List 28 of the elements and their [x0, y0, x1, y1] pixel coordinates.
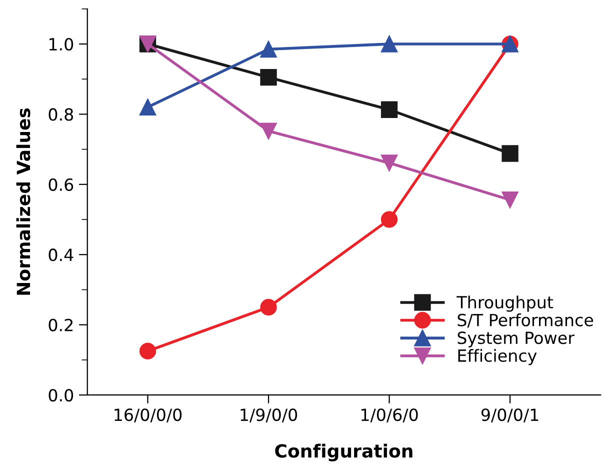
legend-label: S/T Performance	[458, 313, 594, 328]
y-tick-label: 1.0	[50, 38, 74, 51]
point	[260, 122, 277, 140]
point	[380, 36, 398, 52]
point	[502, 145, 518, 162]
x-tick-label: 1/9/0/0	[240, 408, 298, 422]
legend-label: System Power	[458, 332, 574, 348]
y-tick-label: 0.8	[48, 108, 74, 121]
legend-label: Throughput	[456, 296, 554, 312]
y-tick-label: 0.0	[48, 388, 74, 402]
point	[139, 342, 156, 360]
legend-label: Efficiency	[458, 349, 537, 366]
y-axis-title: Normalized Values	[16, 108, 30, 295]
point	[260, 40, 277, 58]
point	[502, 192, 518, 208]
point	[260, 298, 277, 316]
x-tick-label: 16/0/0/0	[114, 408, 182, 422]
x-axis-title: Configuration	[275, 444, 412, 462]
y-tick-label: 0.6	[48, 178, 74, 191]
point	[380, 101, 398, 118]
y-tick-label: 0.4	[48, 248, 74, 262]
point	[380, 211, 398, 228]
point	[260, 69, 277, 86]
x-tick-label: 1/0/6/0	[361, 408, 418, 422]
point	[380, 154, 398, 172]
point	[139, 98, 156, 116]
x-tick-label: 9/0/0/1	[481, 408, 538, 422]
y-tick-label: 0.2	[48, 318, 73, 332]
